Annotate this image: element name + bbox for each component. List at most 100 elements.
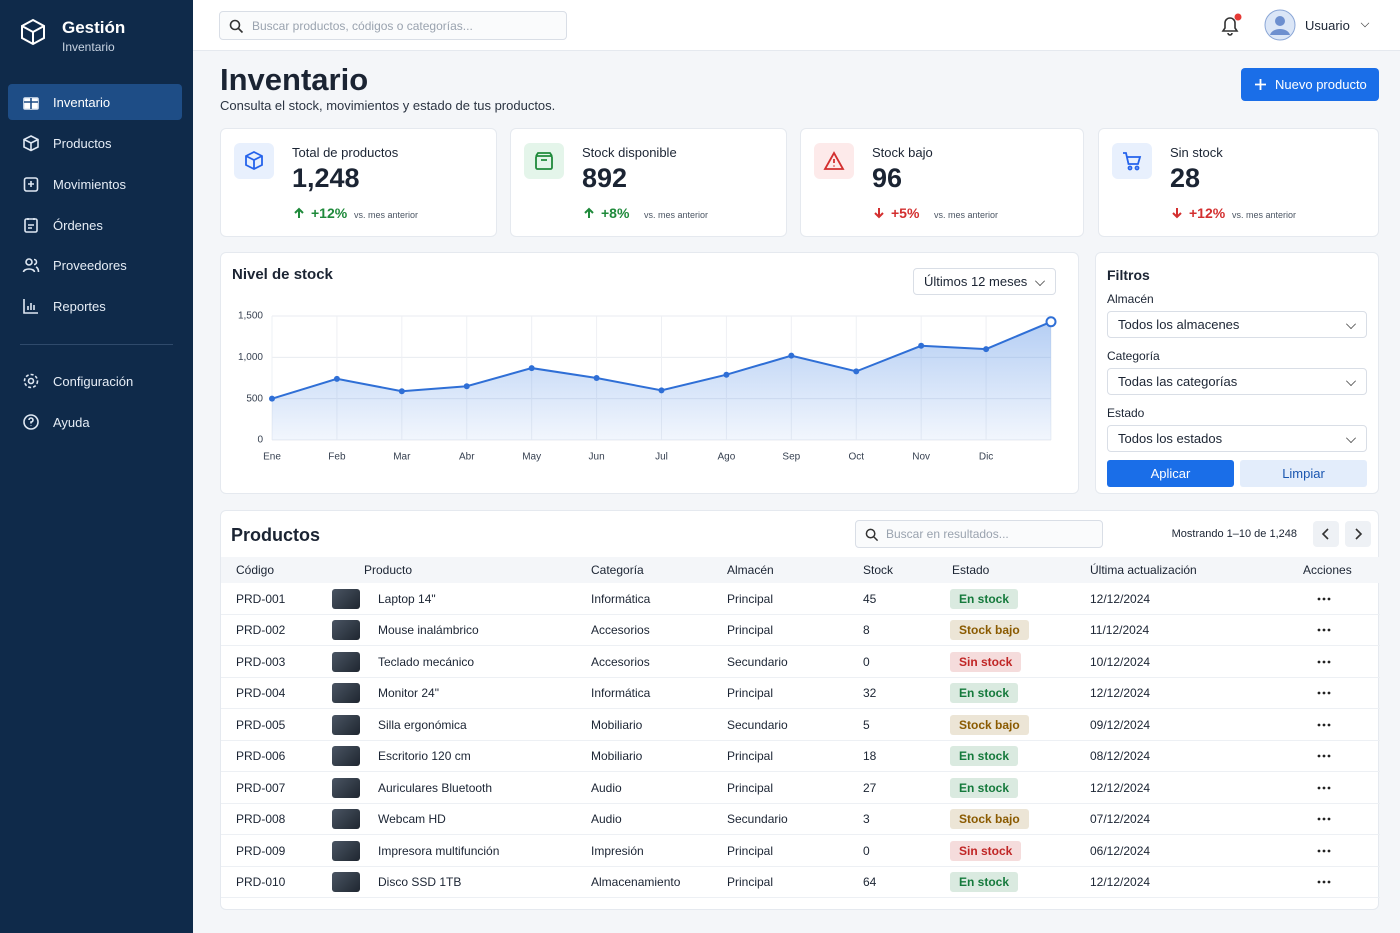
product-name: Laptop 14" [378,591,436,606]
sidebar: Gestión Inventario Inventario Productos … [0,0,193,933]
button-label: Nuevo producto [1275,77,1367,92]
product-warehouse: Principal [727,591,774,606]
point [398,388,405,395]
filter-value: Todas las categorías [1118,374,1238,389]
point [528,365,535,372]
x-tick-label: Sep [782,452,800,463]
filter-select[interactable]: Todas las categorías [1107,368,1367,395]
product-warehouse: Principal [727,749,774,764]
row-actions[interactable] [1317,719,1331,731]
logo [21,18,45,46]
nav-item[interactable]: Movimientos [8,166,182,202]
product-code: PRD-010 [236,875,286,890]
nav-item[interactable]: Ayuda [8,404,182,440]
stat-icon [524,143,564,179]
point [983,346,990,353]
column-header: Almacén [727,563,774,577]
product-stock: 64 [863,875,877,890]
results-count: Mostrando 1–10 de 1,248 [1171,528,1297,540]
table-row: PRD-004 Monitor 24" Informática Principal 32… [221,678,1380,709]
stat-change: +8% [601,205,630,221]
clear-button[interactable]: Limpiar [1240,460,1367,487]
notifications[interactable] [1218,12,1244,38]
nav-item[interactable]: Proveedores [8,247,182,283]
status-badge: Sin stock [950,651,1022,672]
page-title: Inventario [220,62,369,97]
point [658,387,665,394]
table-row: PRD-009 Impresora multifunción Impresión Pr… [221,835,1380,867]
nav-item[interactable]: Órdenes [8,207,182,243]
nav-item[interactable]: Reportes [8,288,182,324]
row-actions[interactable] [1317,656,1331,668]
row-actions[interactable] [1317,782,1331,794]
product-code: PRD-003 [236,654,286,669]
nav-label: Ayuda [53,414,90,430]
product-thumbnail [332,683,360,704]
user-name[interactable]: Usuario [1305,18,1350,33]
stat-change: +12% [1189,205,1226,221]
status-badge: Sin stock [950,840,1022,861]
product-stock: 18 [863,749,877,764]
product-warehouse: Principal [727,875,774,890]
product-updated: 09/12/2024 [1090,717,1151,732]
product-stock: 45 [863,591,877,606]
product-name: Auriculares Bluetooth [378,780,493,795]
row-actions[interactable] [1317,813,1331,825]
apply-button[interactable]: Aplicar [1107,460,1234,487]
product-name: Monitor 24" [378,686,439,701]
product-thumbnail [332,746,360,767]
stat-note: vs. mes anterior [354,210,419,220]
filter-select[interactable]: Todos los almacenes [1107,311,1367,338]
nav-item[interactable]: Inventario [8,84,182,120]
row-actions[interactable] [1317,845,1331,857]
product-updated: 12/12/2024 [1090,780,1151,795]
row-actions[interactable] [1317,750,1331,762]
product-code: PRD-001 [236,591,286,606]
nav-label: Movimientos [53,176,126,192]
product-warehouse: Secundario [727,717,788,732]
new-product-button[interactable]: Nuevo producto [1241,68,1379,101]
x-tick-label: Mar [393,452,411,463]
row-actions[interactable] [1317,687,1331,699]
search-box[interactable]: Buscar productos, códigos o categorías..… [219,11,567,40]
table-row: PRD-008 Webcam HD Audio Secundario 3 Stock ba… [221,804,1380,835]
product-name: Teclado mecánico [378,654,475,669]
nav-label: Órdenes [53,217,103,233]
stat-icon [1112,143,1152,179]
row-actions[interactable] [1317,593,1331,605]
stat-value: 892 [582,163,628,193]
product-name: Silla ergonómica [378,717,467,732]
status-badge: En stock [950,588,1019,609]
product-stock: 0 [863,843,870,858]
stat-note: vs. mes anterior [934,210,999,220]
nav-item[interactable]: Productos [8,125,182,161]
filter-select[interactable]: Todos los estados [1107,425,1367,452]
x-tick-label: Ene [263,452,281,463]
avatar[interactable] [1264,9,1296,41]
x-tick-label: Oct [848,452,864,463]
stock-chart: Nivel de stock 0 500 1,000 1,500 Ene Feb Mar Ab… [232,266,1057,463]
product-category: Mobiliario [591,717,643,732]
row-actions[interactable] [1317,624,1331,636]
product-code: PRD-006 [236,749,286,764]
trend-arrow [584,207,594,218]
next-page[interactable] [1345,521,1371,547]
table-row: PRD-010 Disco SSD 1TB Almacenamiento Princi… [221,867,1380,898]
point [788,352,795,359]
product-category: Impresión [591,843,644,858]
area [272,321,1051,440]
point [333,375,340,382]
results-search[interactable]: Buscar en resultados... [855,520,1103,548]
nav-item[interactable]: Configuración [8,363,182,399]
stat-change: +5% [891,205,920,221]
period-select[interactable]: Últimos 12 meses [913,268,1056,295]
row-actions[interactable] [1317,876,1331,888]
product-code: PRD-005 [236,717,286,732]
prev-page[interactable] [1313,521,1339,547]
product-code: PRD-002 [236,623,286,638]
filter-label: Categoría [1107,349,1160,363]
column-header: Código [236,563,275,577]
point [1045,316,1057,328]
y-tick-label: 1,500 [238,311,263,322]
products-panel: Productos Buscar en resultados... Mostra… [220,510,1380,910]
